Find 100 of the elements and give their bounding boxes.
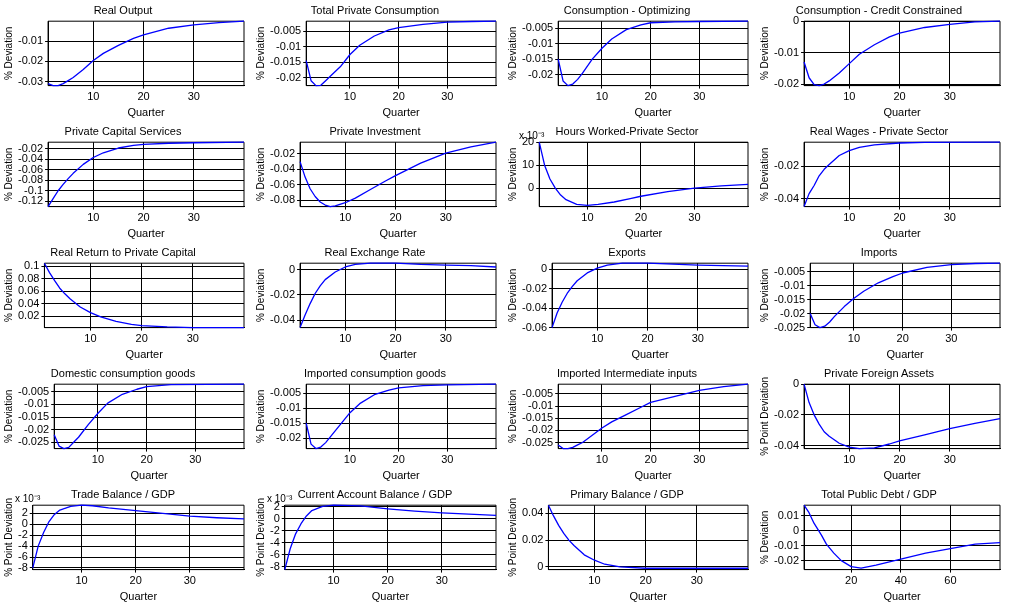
y-tick-label: -0.1 [24,183,44,196]
y-tick-label: 0.08 [17,271,40,284]
y-tick-label: -0.005 [521,386,554,399]
y-tick-label: 0.06 [17,284,40,297]
y-tick-label: -0.01 [780,278,806,291]
x-axis-title: Quarter [127,106,166,119]
x-axis-title: Quarter [371,590,410,603]
x-tick-label: 20 [392,90,405,103]
y-tick-label: 0 [528,181,535,194]
x-tick-label: 10 [595,90,609,103]
x-tick-label: 10 [87,90,100,103]
x-tick-label: 10 [581,211,594,224]
y-axis-title: % Deviation [506,268,518,323]
y-tick-label: 0.1 [24,259,40,272]
y-axis-title: % Deviation [254,268,266,323]
y-tick-label: 0.01 [777,508,800,521]
x-tick-label: 30 [183,574,196,587]
y-tick-label: -0.02 [773,159,800,172]
y-axis-title: % Deviation [254,147,266,202]
y-tick-label: 10 [521,158,535,171]
x-tick-label: 20 [893,90,906,103]
x-axis-title: Quarter [379,227,418,240]
y-axis-title: % Deviation [254,26,266,81]
y-tick-label: -0.015 [773,292,806,305]
y-tick-label: -0.025 [17,435,50,448]
x-tick-label: 20 [896,332,909,345]
x-tick-label: 30 [693,453,706,466]
y-tick-label: -0.02 [773,553,800,566]
x-tick-label: 30 [688,211,701,224]
text: x 10⁻³ [15,493,41,505]
x-tick-label: 20 [137,211,150,224]
y-tick-label: -0.02 [269,146,296,159]
y-tick-label: -0.04 [773,438,800,451]
chart-title: Private Capital Services [64,124,182,137]
x-tick-label: 10 [343,453,357,466]
y-tick-label: -0.02 [528,423,554,436]
x-axis-title: Quarter [634,469,673,482]
x-tick-label: 10 [843,211,856,224]
x-tick-label: 10 [843,453,856,466]
y-tick-label: -0.005 [773,264,806,277]
y-axis-title: % Deviation [506,26,518,81]
chart-title: Imports [860,245,898,258]
y-tick-label: -0.025 [773,320,806,333]
y-tick-label: 0.04 [521,506,544,519]
x-tick-label: 30 [186,332,199,345]
y-tick-label: -2 [18,528,28,541]
x-tick-label: 30 [189,453,202,466]
y-tick-label: 0 [273,511,280,524]
y-tick-label: -0.01 [528,36,554,49]
x-tick-label: 20 [644,453,657,466]
y-tick-label: -0.02 [276,431,302,444]
x-axis-title: Quarter [883,590,922,603]
x-tick-label: 10 [91,453,105,466]
x-axis-title: Quarter [631,348,670,361]
x-tick-label: 10 [327,574,340,587]
y-axis-title: % Deviation [506,389,518,444]
y-tick-label: -0.12 [17,194,44,207]
x-tick-label: 20 [845,574,858,587]
chart-title: Real Exchange Rate [324,245,426,258]
y-axis-title: % Deviation [758,268,770,323]
chart-title: Consumption - Optimizing [563,3,691,16]
y-axis-title: % Point Deviation [506,497,518,577]
y-axis-title: % Deviation [254,389,266,444]
y-tick-label: -0.01 [528,399,554,412]
y-tick-label: -0.02 [773,77,800,90]
y-tick-label: -2 [270,523,280,536]
x-axis-title: Quarter [127,227,166,240]
y-tick-label: -0.015 [269,416,302,429]
chart-title: Current Account Balance / GDP [297,487,453,500]
x-tick-label: 60 [944,574,957,587]
chart-title: Hours Worked-Private Sector [555,124,699,137]
x-tick-label: 10 [343,90,357,103]
chart-title: Real Wages - Private Sector [809,124,949,137]
x-tick-label: 30 [943,90,956,103]
x-tick-label: 30 [435,574,448,587]
x-axis-title: Quarter [629,590,668,603]
chart-title: Domestic consumption goods [50,366,196,379]
x-tick-label: 30 [943,453,956,466]
y-tick-label: -0.015 [17,410,50,423]
y-tick-label: 2 [21,506,28,519]
y-tick-label: -0.02 [521,281,548,294]
x-axis-title: Quarter [119,590,158,603]
y-tick-label: -0.08 [269,193,296,206]
y-tick-label: -0.025 [521,435,554,448]
chart-title: Real Output [93,3,153,16]
x-tick-label: 30 [943,211,956,224]
y-tick-label: -0.005 [269,386,302,399]
y-tick-label: 0 [792,14,800,27]
x-tick-label: 20 [135,332,148,345]
x-axis-title: Quarter [382,469,421,482]
y-tick-label: 0.02 [521,533,544,546]
x-tick-label: 40 [894,574,907,587]
x-tick-label: 30 [693,90,706,103]
y-tick-label: -0.015 [269,55,302,68]
y-axis-title: % Point Deviation [2,497,14,577]
chart-title: Exports [608,245,647,258]
y-tick-label: -4 [270,535,280,548]
y-axis-title: % Deviation [758,147,770,202]
y-tick-label: -0.01 [276,401,302,414]
x-tick-label: 20 [634,211,648,224]
